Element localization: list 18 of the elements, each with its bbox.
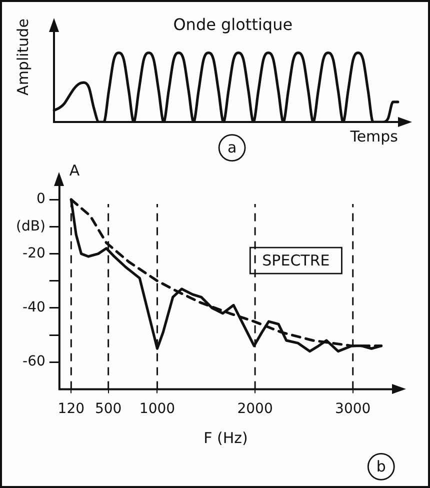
x-tick-label: 1000 <box>139 401 176 418</box>
x-tick-label: 500 <box>94 401 122 418</box>
x-axis-title: Temps <box>349 127 398 146</box>
text: a <box>227 138 237 157</box>
chart-title: Onde glottique <box>173 15 293 34</box>
y-tick-label: -20 <box>22 245 46 262</box>
y-tick-label: (dB) <box>16 218 46 234</box>
x-axis-title: F (Hz) <box>204 428 248 447</box>
x-tick-label: 2000 <box>237 401 273 418</box>
y-axis-title: Amplitude <box>14 18 32 96</box>
text: b <box>376 458 386 476</box>
x-tick-label: 120 <box>58 401 85 418</box>
x-tick-label: 3000 <box>335 401 371 418</box>
y-tick-label: -60 <box>22 354 46 370</box>
annotation: SPECTRE <box>262 251 330 270</box>
y-tick-label: -40 <box>22 300 46 316</box>
y-axis-title: A <box>69 161 80 180</box>
y-tick-label: 0 <box>36 191 46 208</box>
